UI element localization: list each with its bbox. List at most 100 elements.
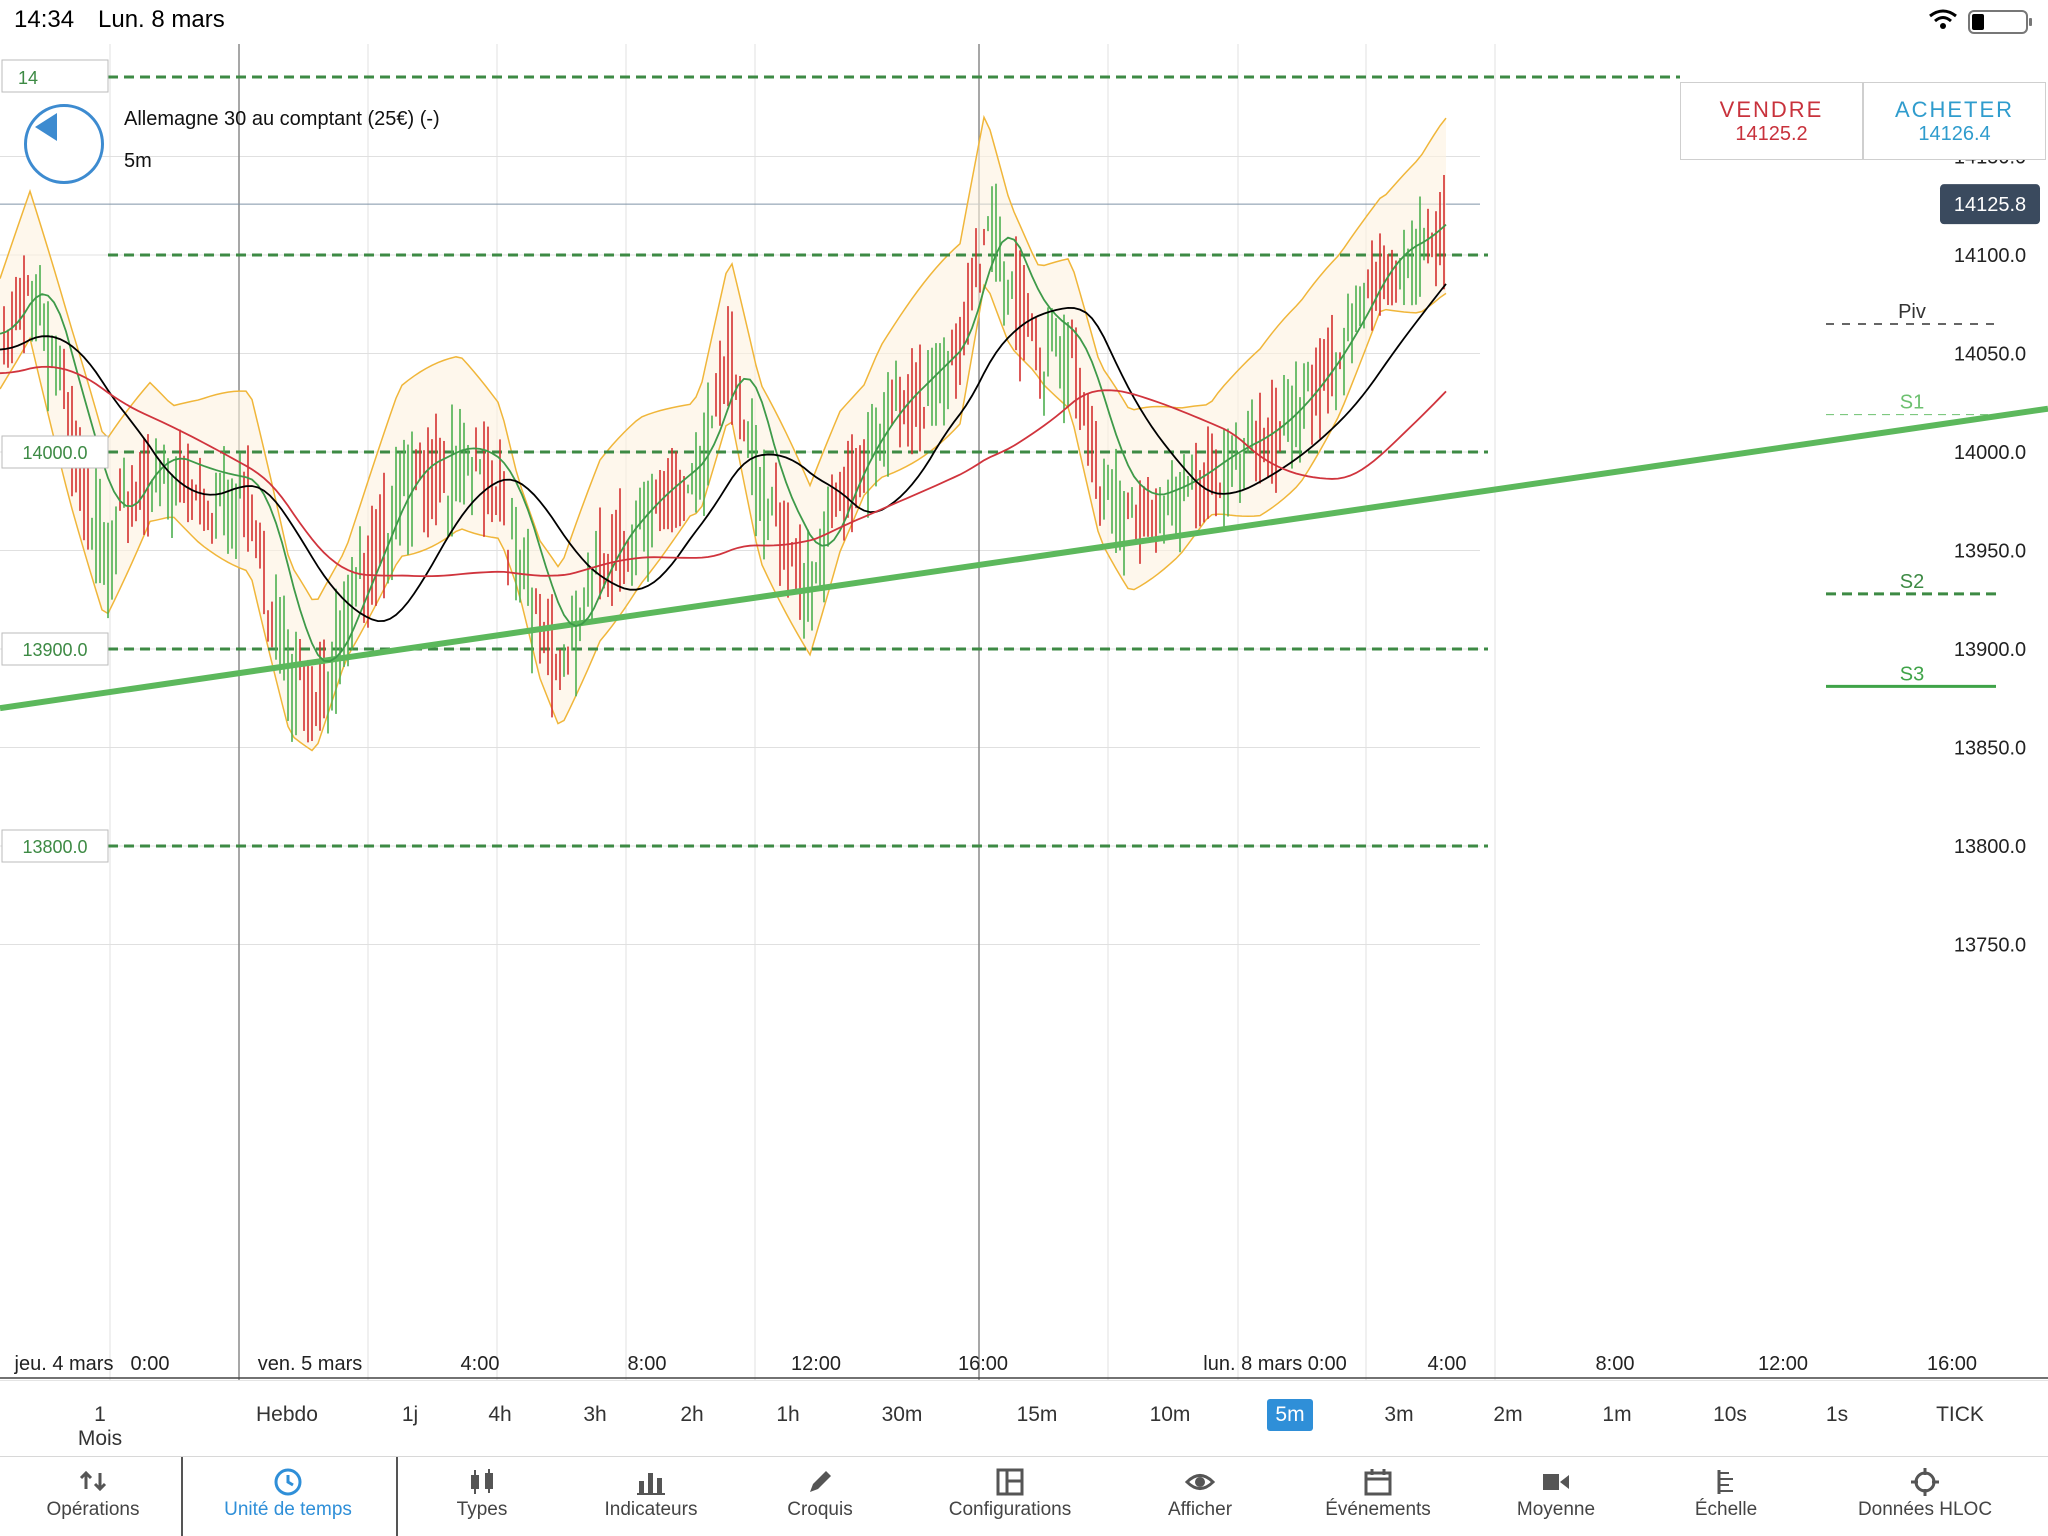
toolbar-label: Configurations [948,1499,1072,1520]
buy-button[interactable]: ACHETER 14126.4 [1863,82,2046,160]
price-tick: 14100.0 [1954,245,2026,267]
status-bar: 14:34 Lun. 8 mars [0,0,2048,40]
time-tick: 4:00 [1428,1353,1467,1375]
level-label-box [1,435,109,469]
wifi-icon [1929,9,1957,29]
toolbar-bars-button[interactable]: Indicateurs [571,1457,731,1536]
timeframe-10s[interactable]: 10s [1713,1403,1747,1426]
status-time: 14:34 [14,6,75,33]
timeframe-bar: 1 Mois Hebdo 1j 4h 3h 2h 1h 30m 15m 10m 5m 3m 2m 1m 10… [0,1380,2048,1456]
layout-icon [996,1468,1024,1496]
battery-icon [1968,10,2032,34]
price-tick: 13850.0 [1954,738,2026,760]
sell-label: VENDRE [1719,97,1824,122]
pivot-label-s1: S1 [1900,392,1924,414]
level-label-box [1,59,109,93]
level-label: 13800.0 [22,837,87,857]
time-tick: ven. 5 mars [258,1353,362,1375]
back-button[interactable] [24,104,104,184]
timeframe-1s[interactable]: 1s [1825,1403,1849,1426]
sell-button[interactable]: VENDRE 14125.2 [1680,82,1863,160]
timeframe-4h[interactable]: 4h [488,1403,512,1426]
toolbar-label: Événements [1325,1499,1431,1520]
toolbar-label: Moyenne [1516,1499,1596,1520]
current-price-label: 14125.8 [1954,194,2026,216]
time-tick: 8:00 [628,1353,667,1375]
toolbar-calendar-button[interactable]: Événements [1298,1457,1458,1536]
calendar-icon [1364,1469,1392,1496]
bollinger-lower [0,283,1447,752]
sma-short-line [0,223,1447,663]
price-tick: 13900.0 [1954,639,2026,661]
timeframe-tick[interactable]: TICK [1936,1403,1984,1426]
timeframe-2h[interactable]: 2h [680,1403,704,1426]
toolbar-label: Croquis [787,1499,853,1520]
back-arrow-icon [35,113,57,141]
timeframe-30m[interactable]: 30m [881,1403,923,1426]
pivot-label-piv: Piv [1898,301,1926,323]
pivot-label-s2: S2 [1900,571,1924,593]
candles-icon [471,1469,493,1494]
status-date: Lun. 8 mars [98,6,225,33]
level-label-box [1,829,109,863]
toolbar-separator [396,1457,398,1536]
toolbar-label: Données HLOC [1857,1499,1993,1520]
timeframe-3h[interactable]: 3h [583,1403,607,1426]
timeframe-3m[interactable]: 3m [1384,1403,1414,1426]
level-label: 13900.0 [22,640,87,660]
buy-price: 14126.4 [1918,123,1991,145]
price-tick: 13800.0 [1954,836,2026,858]
timeframe-15m[interactable]: 15m [1016,1403,1058,1426]
time-tick: 0:00 [131,1353,170,1375]
toolbar-crosshair-button[interactable]: Données HLOC [1845,1457,2005,1536]
bollinger-upper [0,114,1447,601]
toolbar-camera-button[interactable]: Moyenne [1476,1457,1636,1536]
toolbar-label: Afficher [1167,1499,1233,1520]
clock-icon [274,1468,302,1496]
price-tick: 13950.0 [1954,541,2026,563]
sma-long-line [0,283,1447,623]
time-tick: 12:00 [791,1353,841,1375]
time-tick: 16:00 [1927,1353,1977,1375]
timeframe-1h[interactable]: 1h [776,1403,800,1426]
toolbar-label: Opérations [46,1499,140,1520]
level-label: 14 [18,68,38,88]
timeframe-2m[interactable]: 2m [1493,1403,1523,1426]
price-tick: 13750.0 [1954,935,2026,957]
toolbar-scale-button[interactable]: Échelle [1646,1457,1806,1536]
price-tick: 14050.0 [1954,344,2026,366]
toolbar-separator [181,1457,183,1536]
trendline [0,405,2048,712]
sell-price: 14125.2 [1735,123,1808,145]
timeframe-5m[interactable]: 5m [1267,1399,1313,1431]
toolbar-layout-button[interactable]: Configurations [930,1457,1090,1536]
price-tick: 14000.0 [1954,442,2026,464]
toolbar-candles-button[interactable]: Types [402,1457,562,1536]
bars-icon [637,1473,665,1495]
toolbar-pencil-button[interactable]: Croquis [740,1457,900,1536]
crosshair-icon [1911,1468,1939,1496]
scale-icon [1717,1470,1733,1494]
level-label: 14000.0 [22,443,87,463]
toolbar-clock-button[interactable]: Unité de temps [208,1457,368,1536]
toolbar-label: Indicateurs [604,1499,698,1520]
time-tick: lun. 8 mars 0:00 [1203,1353,1346,1375]
toolbar-label: Échelle [1694,1499,1758,1520]
bottom-toolbar: Opérations Unité de temps Types Indicateurs… [0,1456,2048,1536]
pivot-label-s3: S3 [1900,663,1924,685]
timeframe-1m[interactable]: 1m [1602,1403,1632,1426]
instrument-name: Allemagne 30 au comptant (25€) (-) [124,108,440,130]
timeframe-10m[interactable]: 10m [1149,1403,1191,1426]
sma-red-line [0,365,1447,578]
eye-icon [1185,1474,1215,1490]
timeframe-hebdo[interactable]: Hebdo [256,1403,318,1426]
toolbar-eye-button[interactable]: Afficher [1120,1457,1280,1536]
timeframe-1-mois[interactable]: 1 Mois [77,1403,123,1450]
timeframe-1j[interactable]: 1j [401,1403,419,1426]
toolbar-arrows-updown-button[interactable]: Opérations [13,1457,173,1536]
camera-icon [1543,1474,1569,1490]
time-tick: 8:00 [1596,1353,1635,1375]
